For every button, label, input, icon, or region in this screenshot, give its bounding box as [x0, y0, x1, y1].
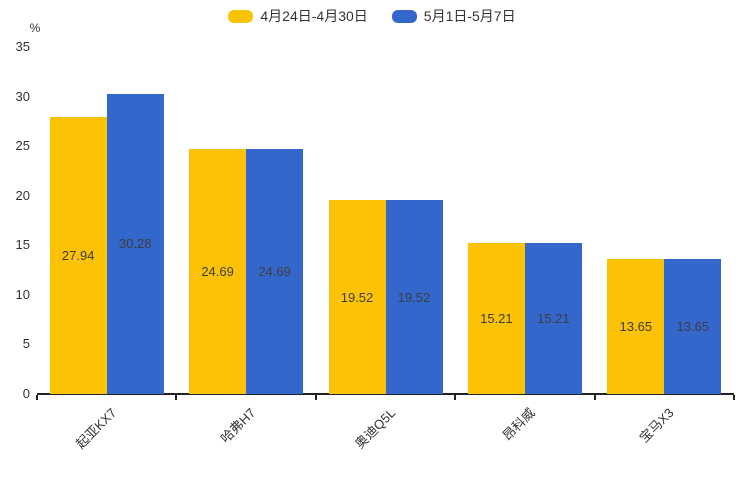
y-axis-unit-label: % [29, 21, 41, 35]
y-axis-tick-label: 30 [15, 88, 30, 104]
legend-label: 4月24日-4月30日 [260, 8, 368, 24]
x-axis-line [37, 393, 734, 395]
x-axis-category-label: 宝马X3 [636, 405, 678, 446]
bar-s0-c1 [189, 149, 247, 394]
y-axis-tick-label: 20 [15, 187, 30, 203]
bar-s1-c2 [385, 200, 443, 394]
y-axis-tick-label: 35 [15, 39, 30, 54]
x-axis-tick [733, 395, 735, 400]
legend-item-0[interactable]: 4月24日-4月30日 [228, 6, 368, 26]
chart-legend: 4月24日-4月30日 5月1日-5月7日 [0, 6, 744, 26]
y-axis-tick-label: 10 [15, 286, 30, 302]
x-axis-category-label: 起亚KX7 [73, 405, 120, 452]
bar-s0-c0 [49, 116, 107, 394]
x-axis-tick [454, 395, 457, 400]
x-axis-tick [593, 395, 596, 400]
x-axis-tick [175, 395, 178, 400]
x-axis-tick [314, 395, 317, 400]
y-axis-tick-label: 0 [22, 386, 30, 401]
x-axis-category-label: 哈弗H7 [218, 405, 259, 446]
legend-label: 5月1日-5月7日 [423, 8, 516, 24]
bar-s0-c2 [328, 200, 386, 394]
x-axis-category-label: 奥迪Q5L [351, 405, 399, 452]
bar-s1-c1 [246, 149, 304, 394]
bar-s1-c4 [664, 258, 722, 394]
y-axis-tick-label: 25 [15, 138, 30, 154]
bar-s0-c4 [607, 258, 665, 394]
bar-s1-c3 [524, 243, 582, 394]
x-axis-tick [36, 395, 38, 400]
x-axis-category-label: 昂科威 [499, 405, 538, 444]
y-axis-tick-label: 5 [22, 336, 30, 352]
y-axis-tick-label: 15 [15, 237, 30, 253]
legend-swatch-icon [228, 9, 254, 23]
legend-item-1[interactable]: 5月1日-5月7日 [391, 6, 516, 26]
bar-s0-c3 [467, 243, 525, 394]
bar-s1-c0 [106, 93, 164, 394]
legend-swatch-icon [391, 9, 417, 23]
